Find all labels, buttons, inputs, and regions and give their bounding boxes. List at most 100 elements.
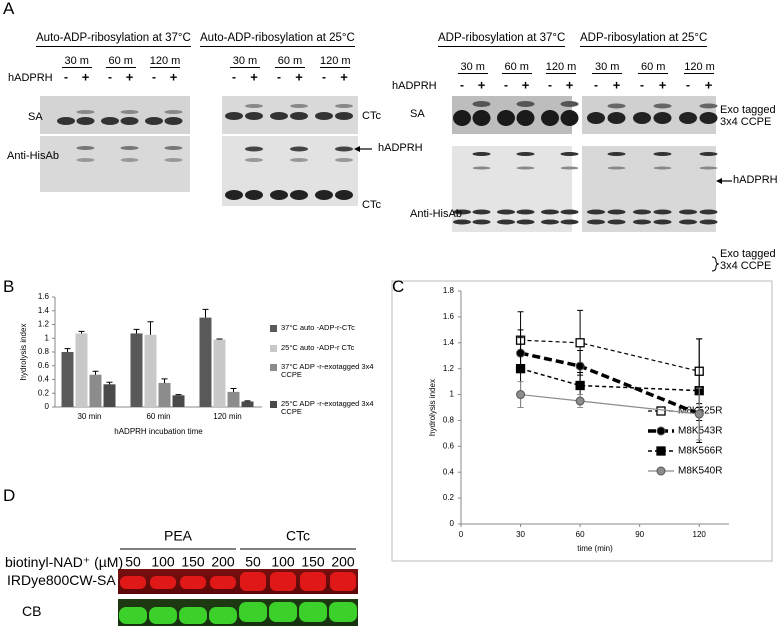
blot-band	[164, 117, 183, 125]
marker	[575, 396, 585, 406]
legend-label: M8K566R	[678, 446, 722, 457]
blot-band	[76, 146, 95, 150]
legend-label: 37°C ADP -r-exotagged 3x4 CCPE	[281, 362, 374, 380]
blot-band	[472, 209, 491, 215]
blot-band	[653, 219, 672, 225]
y-tick-label: 0	[450, 519, 455, 528]
blot-band	[239, 602, 267, 622]
x-tick-label: 30	[516, 530, 525, 539]
blot-band	[516, 152, 535, 156]
legend-label: 37°C auto -ADP-r-CTc	[281, 323, 355, 332]
treatment-sign: -	[108, 70, 112, 84]
blot-band	[300, 572, 326, 591]
arrow-head	[716, 178, 722, 184]
blot	[40, 136, 190, 192]
legend-swatch	[270, 325, 277, 332]
y-tick-label: 1.6	[38, 292, 50, 301]
blot-band	[209, 607, 237, 624]
blot-band	[120, 146, 139, 150]
blot-label: Exo tagged 3x4 CCPE	[720, 248, 776, 273]
x-axis-title: time (min)	[577, 544, 613, 553]
blot-band	[76, 158, 95, 162]
treatment-sign: -	[640, 78, 644, 92]
panel-c-frame	[391, 280, 773, 562]
y-tick-label: 1	[450, 390, 455, 399]
y-tick-label: 1.6	[443, 312, 455, 321]
blot-band	[607, 166, 626, 170]
blot-band	[335, 158, 353, 162]
y-tick-label: 0.6	[38, 361, 50, 370]
blot-band	[516, 209, 535, 215]
blot-band	[633, 219, 651, 225]
blot-label: hADPRH	[733, 174, 778, 186]
treatment-sign: +	[250, 69, 258, 84]
blot-band	[269, 602, 297, 622]
blot-band	[587, 219, 605, 225]
blot-band	[607, 219, 626, 225]
blot-band	[679, 219, 697, 225]
y-tick-label: 1	[45, 333, 50, 342]
error-bar	[161, 378, 168, 383]
y-tick-label: 1.4	[38, 306, 50, 315]
blot-band	[245, 158, 263, 162]
legend-marker	[656, 426, 666, 436]
blot-band	[607, 112, 626, 124]
bar	[61, 352, 74, 407]
time-label: 30 m	[230, 55, 260, 69]
y-tick-label: 0.6	[443, 441, 455, 450]
error-bar	[230, 387, 237, 392]
blot-band	[541, 219, 559, 225]
blot-label: Exo tagged 3x4 CCPE	[720, 104, 776, 129]
blot-band	[541, 110, 559, 126]
blot-band	[290, 104, 308, 108]
blot-band	[335, 190, 353, 200]
blot-band	[119, 607, 147, 624]
blot-band	[225, 112, 243, 120]
blot-band	[101, 117, 119, 125]
panel-letter: B	[3, 277, 15, 296]
blot-band	[472, 152, 491, 156]
concentration-label: 150	[301, 554, 325, 570]
error-bar	[202, 308, 209, 318]
concentration-label: 200	[331, 554, 355, 570]
group-label: PEA	[164, 528, 193, 544]
blot-band	[699, 219, 718, 225]
blot-band	[335, 146, 353, 152]
treatment-sign: -	[686, 78, 690, 92]
blot-band	[180, 576, 206, 589]
legend-marker	[656, 446, 666, 456]
blot-band	[633, 112, 651, 124]
blot-band	[329, 602, 357, 622]
blot-band	[497, 219, 515, 225]
blot-band	[290, 158, 308, 162]
blot-band	[587, 209, 605, 215]
concentration-label: 50	[245, 554, 261, 570]
time-label: 60 m	[275, 55, 305, 69]
treatment-sign: +	[566, 77, 574, 92]
bar	[213, 339, 226, 407]
panel-letter: C	[392, 277, 405, 296]
blot-label: CTc	[362, 110, 381, 122]
blot-band	[679, 112, 697, 124]
blot-band	[57, 117, 75, 125]
blot-band	[587, 112, 605, 124]
blot-band	[653, 152, 672, 156]
marker	[516, 390, 526, 400]
blot-band	[472, 101, 491, 107]
treatment-sign: +	[340, 69, 348, 84]
y-tick-label: 1.2	[38, 320, 50, 329]
y-axis-title: hydrolysis index	[428, 379, 437, 436]
treatment-sign: -	[460, 78, 464, 92]
blot-band	[315, 112, 333, 120]
treatment-sign: -	[322, 70, 326, 84]
treatment-sign: +	[522, 77, 530, 92]
error-bar	[133, 328, 140, 334]
error-bar	[216, 338, 223, 340]
y-axis-title: hydrolysis index	[19, 324, 28, 381]
blot-band	[607, 103, 626, 109]
blot-band	[245, 112, 263, 120]
blot-band	[560, 219, 579, 225]
blot-band	[245, 190, 263, 200]
time-label: 30 m	[61, 55, 92, 69]
